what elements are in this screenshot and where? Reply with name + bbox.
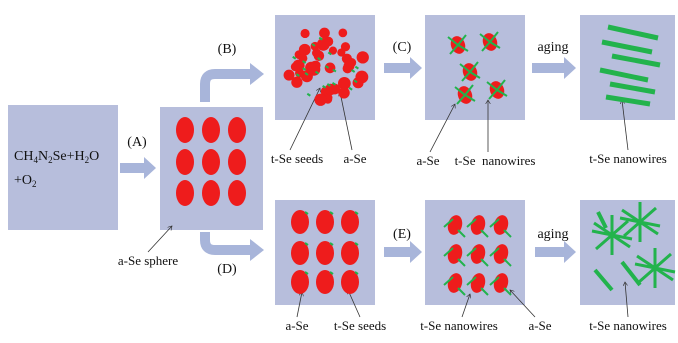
a-se-particle bbox=[338, 29, 347, 38]
annotation: a-Se bbox=[285, 318, 308, 333]
a-se-sphere bbox=[228, 117, 246, 143]
a-se-sphere bbox=[202, 180, 220, 206]
diagram: CH4N2Se+H2O +O2 (A) (B) (C) (D) (E) agin… bbox=[0, 0, 678, 343]
annotation: t-Se nanowires bbox=[589, 318, 667, 333]
bent-arrow-head bbox=[250, 63, 264, 85]
step-label: (C) bbox=[393, 40, 412, 55]
bent-arrow bbox=[205, 74, 252, 102]
a-se-particle bbox=[337, 48, 345, 56]
annotation: a-Se bbox=[528, 318, 551, 333]
step-label: (B) bbox=[218, 42, 237, 57]
a-se-sphere bbox=[228, 180, 246, 206]
a-se-sphere bbox=[228, 149, 246, 175]
bottom-nanowires-box bbox=[580, 200, 675, 305]
flow-arrow bbox=[120, 157, 156, 179]
a-se-particle bbox=[325, 63, 336, 74]
a-se-particle bbox=[312, 48, 321, 57]
formula-sub: 2 bbox=[32, 179, 37, 189]
a-se-particle bbox=[338, 87, 349, 98]
annotation: t-Se nanowires bbox=[589, 151, 667, 166]
aging-label: aging bbox=[537, 227, 568, 242]
bent-arrow-head bbox=[250, 239, 264, 261]
a-se-particle bbox=[314, 94, 326, 106]
a-se-particle bbox=[300, 29, 309, 38]
flow-arrow bbox=[384, 57, 422, 79]
flow-arrow bbox=[384, 241, 422, 263]
formula-part: O bbox=[89, 149, 99, 164]
a-se-particle bbox=[317, 38, 330, 51]
a-se-particle bbox=[295, 68, 304, 77]
a-se-sphere bbox=[176, 180, 194, 206]
formula-part: N bbox=[38, 149, 48, 164]
formula-part: CH bbox=[14, 149, 33, 164]
annotation: a-Se bbox=[343, 151, 366, 166]
a-se-particle bbox=[299, 44, 311, 56]
a-se-sphere bbox=[176, 117, 194, 143]
annotation: t-Se seeds bbox=[334, 318, 386, 333]
a-se-sphere bbox=[202, 149, 220, 175]
a-se-sphere bbox=[202, 117, 220, 143]
annotation: a-Se bbox=[416, 153, 439, 168]
annotation: a-Se sphere bbox=[118, 253, 179, 268]
reactant-box bbox=[8, 105, 118, 230]
flow-arrow bbox=[535, 241, 576, 263]
aging-label: aging bbox=[537, 40, 568, 55]
step-label: (A) bbox=[127, 135, 147, 150]
a-se-particle bbox=[319, 28, 330, 39]
formula-part: +O bbox=[14, 173, 32, 188]
flow-arrow bbox=[532, 57, 576, 79]
formula-part: Se+H bbox=[53, 149, 85, 164]
step-label: (E) bbox=[393, 227, 411, 242]
bent-arrow bbox=[205, 232, 252, 250]
step-label: (D) bbox=[217, 262, 237, 277]
a-se-sphere bbox=[176, 149, 194, 175]
a-se-particle bbox=[310, 61, 320, 71]
annotation: t-Se seeds bbox=[271, 151, 323, 166]
a-se-particle bbox=[357, 51, 369, 63]
annotation: t-Se nanowires bbox=[420, 318, 498, 333]
annotation: t-Se nanowires bbox=[455, 153, 536, 168]
a-se-particle bbox=[284, 70, 295, 81]
